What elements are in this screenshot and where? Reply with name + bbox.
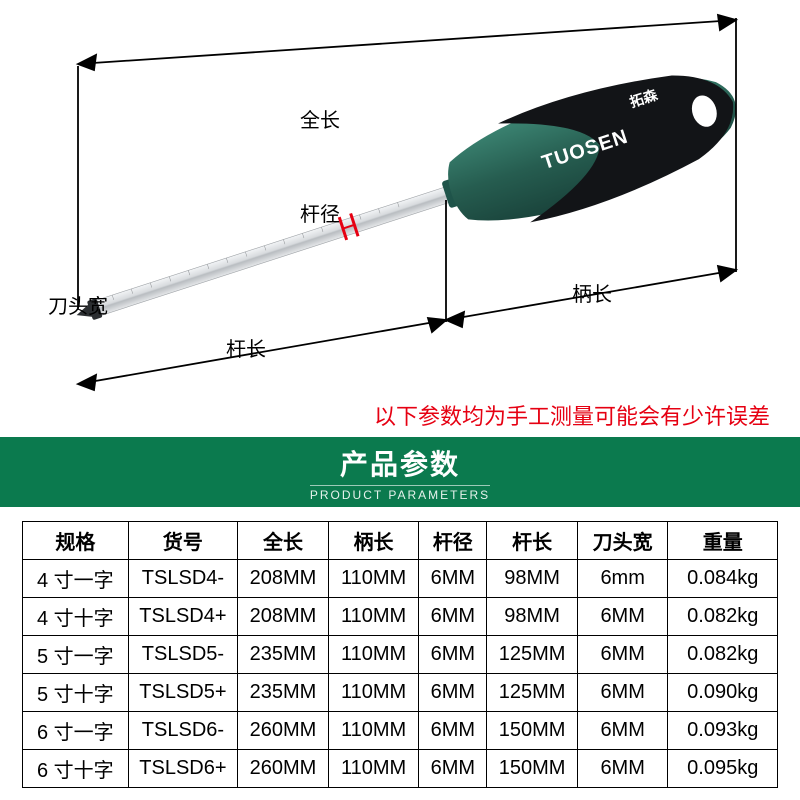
parameters-table-wrap: 规格货号全长柄长杆径杆长刀头宽重量 4 寸一字TSLSD4-208MM110MM…: [0, 507, 800, 788]
table-header: 重量: [668, 522, 778, 560]
label-total-length: 全长: [300, 104, 340, 133]
table-cell: 0.082kg: [668, 598, 778, 636]
table-row: 6 寸一字TSLSD6-260MM110MM6MM150MM6MM0.093kg: [23, 712, 778, 750]
table-cell: 0.082kg: [668, 636, 778, 674]
table-cell: 6MM: [577, 712, 668, 750]
table-cell: 6MM: [419, 598, 487, 636]
table-cell: 0.084kg: [668, 560, 778, 598]
table-header: 货号: [128, 522, 237, 560]
measurement-note: 以下参数均为手工测量可能会有少许误差: [0, 395, 800, 437]
table-cell: 98MM: [487, 560, 578, 598]
table-cell: 110MM: [328, 750, 419, 788]
table-header: 全长: [238, 522, 329, 560]
table-cell: TSLSD6+: [128, 750, 237, 788]
table-cell: 0.095kg: [668, 750, 778, 788]
table-cell: 6MM: [419, 560, 487, 598]
table-header: 规格: [23, 522, 129, 560]
header-title: 产品参数: [340, 443, 460, 483]
table-cell: 4 寸十字: [23, 598, 129, 636]
table-cell: 6MM: [419, 636, 487, 674]
table-cell: 6 寸一字: [23, 712, 129, 750]
table-header: 杆长: [487, 522, 578, 560]
table-row: 4 寸一字TSLSD4-208MM110MM6MM98MM6mm0.084kg: [23, 560, 778, 598]
table-cell: 125MM: [487, 636, 578, 674]
table-cell: 150MM: [487, 750, 578, 788]
label-shaft-length: 杆长: [226, 333, 266, 362]
table-cell: 6MM: [419, 674, 487, 712]
table-header: 刀头宽: [577, 522, 668, 560]
table-row: 5 寸十字TSLSD5+235MM110MM6MM125MM6MM0.090kg: [23, 674, 778, 712]
table-cell: 208MM: [238, 560, 329, 598]
table-cell: 6 寸十字: [23, 750, 129, 788]
table-cell: 110MM: [328, 560, 419, 598]
table-row: 6 寸十字TSLSD6+260MM110MM6MM150MM6MM0.095kg: [23, 750, 778, 788]
table-cell: 5 寸一字: [23, 636, 129, 674]
table-cell: 125MM: [487, 674, 578, 712]
table-cell: TSLSD5-: [128, 636, 237, 674]
table-header: 柄长: [328, 522, 419, 560]
table-cell: 110MM: [328, 636, 419, 674]
table-cell: 4 寸一字: [23, 560, 129, 598]
table-cell: 6mm: [577, 560, 668, 598]
table-cell: 0.090kg: [668, 674, 778, 712]
table-header: 杆径: [419, 522, 487, 560]
table-cell: 98MM: [487, 598, 578, 636]
table-cell: TSLSD4+: [128, 598, 237, 636]
table-cell: 208MM: [238, 598, 329, 636]
label-shaft-diameter: 杆径: [300, 198, 340, 227]
table-cell: 6MM: [577, 636, 668, 674]
table-cell: 6MM: [419, 712, 487, 750]
table-cell: TSLSD6-: [128, 712, 237, 750]
parameters-header: 产品参数 PRODUCT PARAMETERS: [0, 437, 800, 507]
table-cell: 260MM: [238, 750, 329, 788]
table-cell: 6MM: [577, 750, 668, 788]
table-cell: 110MM: [328, 598, 419, 636]
table-cell: 6MM: [419, 750, 487, 788]
table-cell: TSLSD4-: [128, 560, 237, 598]
table-cell: TSLSD5+: [128, 674, 237, 712]
table-cell: 6MM: [577, 674, 668, 712]
table-row: 5 寸一字TSLSD5-235MM110MM6MM125MM6MM0.082kg: [23, 636, 778, 674]
table-cell: 0.093kg: [668, 712, 778, 750]
dimension-diagram: TUOSEN 拓森: [0, 0, 800, 395]
parameters-table: 规格货号全长柄长杆径杆长刀头宽重量 4 寸一字TSLSD4-208MM110MM…: [22, 521, 778, 788]
table-row: 4 寸十字TSLSD4+208MM110MM6MM98MM6MM0.082kg: [23, 598, 778, 636]
header-subtitle: PRODUCT PARAMETERS: [310, 485, 490, 502]
table-cell: 235MM: [238, 636, 329, 674]
table-cell: 150MM: [487, 712, 578, 750]
table-cell: 6MM: [577, 598, 668, 636]
label-handle-length: 柄长: [572, 278, 612, 307]
table-cell: 110MM: [328, 674, 419, 712]
table-cell: 5 寸十字: [23, 674, 129, 712]
label-tip-width: 刀头宽: [48, 290, 108, 319]
table-cell: 260MM: [238, 712, 329, 750]
diagram-svg: TUOSEN 拓森: [0, 0, 800, 395]
table-cell: 235MM: [238, 674, 329, 712]
table-cell: 110MM: [328, 712, 419, 750]
